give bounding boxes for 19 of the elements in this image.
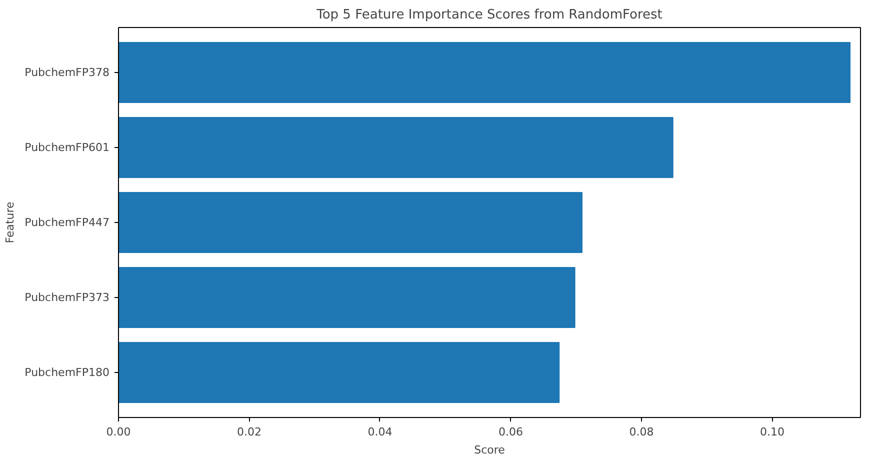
y-axis-title: Feature xyxy=(4,201,17,244)
y-tick-label: PubchemFP601 xyxy=(24,141,110,154)
x-tick-label: 0.04 xyxy=(368,426,392,438)
x-tick-label: 0.06 xyxy=(498,426,523,438)
y-tick-label: PubchemFP373 xyxy=(24,291,110,304)
x-tick-label: 0.08 xyxy=(629,426,654,438)
y-tick-label: PubchemFP378 xyxy=(24,66,110,79)
bar xyxy=(118,192,583,253)
chart-title: Top 5 Feature Importance Scores from RandomForest xyxy=(316,8,662,22)
x-tick-label: 0.00 xyxy=(106,426,131,438)
bar xyxy=(118,342,560,403)
bar xyxy=(118,267,576,328)
x-tick-label: 0.10 xyxy=(760,426,784,438)
x-axis-title: Score xyxy=(474,444,506,456)
bar xyxy=(118,117,674,178)
y-tick-label: PubchemFP180 xyxy=(24,366,110,379)
x-tick-label: 0.02 xyxy=(237,426,262,438)
bar xyxy=(118,42,851,103)
y-tick-label: PubchemFP447 xyxy=(24,216,110,229)
